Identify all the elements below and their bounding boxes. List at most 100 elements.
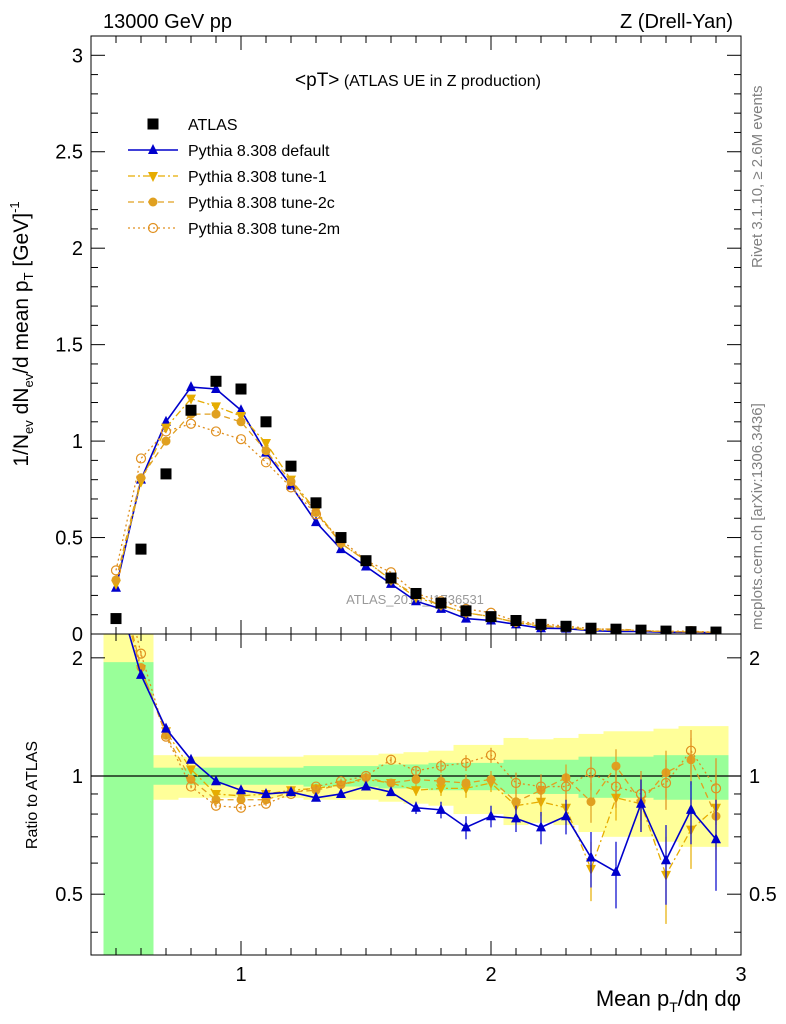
- data-point: [560, 620, 572, 632]
- ratio-point: [311, 785, 321, 795]
- y-tick-label: 2: [72, 648, 83, 670]
- legend-entry: Pythia 8.308 tune-1: [128, 169, 327, 186]
- ratio-point: [336, 780, 346, 790]
- data-point: [161, 415, 171, 426]
- data-point: [111, 575, 121, 585]
- y-tick-label: 1.5: [55, 335, 83, 357]
- data-point: [210, 375, 222, 387]
- ratio-point: [286, 786, 296, 797]
- data-point: [236, 404, 246, 415]
- legend: ATLAS Pythia 8.308 default Pythia 8.308 tu…: [128, 117, 340, 238]
- ratio-point: [611, 761, 621, 771]
- data-point: [211, 409, 221, 419]
- y-tick-label-right: 1: [749, 766, 760, 788]
- ratio-point: [385, 754, 397, 765]
- ratio-point: [460, 757, 472, 768]
- ratio-point: [361, 780, 371, 791]
- data-point: [135, 453, 147, 464]
- ratio-point: [636, 797, 646, 808]
- ratio-point: [486, 810, 496, 821]
- data-point: [236, 412, 246, 423]
- data-point: [160, 468, 172, 480]
- ratio-point: [411, 801, 421, 812]
- ratio-point: [610, 781, 622, 792]
- ratio-point: [261, 787, 271, 798]
- rivet-label: Rivet 3.1.10, ≥ 2.6M events: [749, 86, 766, 269]
- ratio-series-pythia-8-308-tune-2m: [112, 544, 722, 826]
- legend-entry: Pythia 8.308 default: [128, 143, 330, 160]
- ratio-point: [660, 777, 672, 789]
- plot-title: <pT> (ATLAS UE in Z production): [295, 70, 541, 91]
- ratio-point: [611, 865, 621, 876]
- ratio-point: [410, 765, 422, 777]
- legend-label: Pythia 8.308 tune-1: [188, 169, 327, 186]
- ratio-point: [386, 786, 396, 797]
- data-point: [261, 446, 271, 456]
- data-point: [410, 587, 422, 599]
- ratio-point: [236, 795, 246, 805]
- ratio-point: [510, 777, 522, 789]
- ratio-point: [536, 821, 546, 832]
- y-tick-label-right: 0.5: [749, 884, 777, 906]
- ratio-point: [461, 778, 471, 788]
- data-point: [236, 417, 246, 427]
- top-y-axis-label: 1/Nev dNev/d mean pT [GeV]-1: [7, 201, 36, 466]
- data-point: [310, 509, 322, 520]
- header-left: 13000 GeV pp: [103, 11, 232, 33]
- ratio-panel-series: [112, 544, 722, 924]
- data-point: [185, 404, 197, 416]
- ratio-point: [511, 812, 521, 823]
- data-point: [211, 402, 221, 413]
- data-point: [160, 426, 172, 437]
- ratio-series-pythia-8-308-default: [128, 634, 721, 909]
- y-tick-label-right: 2: [749, 648, 760, 670]
- data-point: [510, 614, 522, 626]
- ratio-point: [112, 544, 121, 553]
- plot-title-sub: (ATLAS UE in Z production): [339, 73, 541, 90]
- y-tick-label: 0: [72, 624, 83, 646]
- ratio-point: [335, 776, 347, 787]
- data-point: [210, 426, 222, 437]
- legend-label: Pythia 8.308 tune-2c: [188, 195, 335, 212]
- x-tick-label: 3: [735, 964, 746, 986]
- ratio-point: [310, 781, 322, 792]
- top-panel-axes: 0 0.5 1 1.5 2 2.5 3: [55, 36, 742, 646]
- data-point: [261, 439, 271, 450]
- ratio-point: [186, 753, 196, 764]
- ratio-point: [211, 789, 221, 800]
- y-tick-label: 0.5: [55, 884, 83, 906]
- ratio-point: [311, 791, 321, 802]
- legend-marker: [148, 172, 158, 182]
- ratio-point: [161, 722, 171, 733]
- legend-entry: ATLAS: [147, 117, 238, 134]
- ratio-point: [586, 851, 596, 862]
- data-point: [235, 383, 247, 395]
- data-point: [186, 381, 196, 392]
- ratio-point: [511, 797, 521, 807]
- ratio-point: [711, 833, 721, 844]
- y-tick-label: 2.5: [55, 142, 83, 164]
- data-point: [235, 434, 247, 445]
- uncertainty-band-inner: [128, 662, 154, 955]
- data-point: [310, 497, 322, 509]
- x-tick-label: 1: [235, 964, 246, 986]
- y-tick-label: 0.5: [55, 528, 83, 550]
- ratio-point: [235, 802, 247, 813]
- data-point: [161, 423, 171, 434]
- data-point: [335, 532, 347, 544]
- y-tick-label: 2: [72, 238, 83, 260]
- ratio-point: [435, 760, 447, 772]
- data-point: [460, 605, 472, 617]
- ratio-point: [236, 784, 246, 795]
- mcplots-label: mcplots.cern.ch [arXiv:1306.3436]: [749, 403, 766, 630]
- legend-marker: [148, 144, 158, 154]
- data-point: [186, 394, 196, 405]
- ratio-point: [685, 745, 697, 756]
- ratio-point: [436, 784, 446, 795]
- legend-entry: Pythia 8.308 tune-2m: [128, 221, 340, 238]
- ratio-point: [186, 765, 196, 776]
- ratio-point: [461, 821, 471, 832]
- data-point: [535, 618, 547, 630]
- ratio-point: [411, 774, 421, 784]
